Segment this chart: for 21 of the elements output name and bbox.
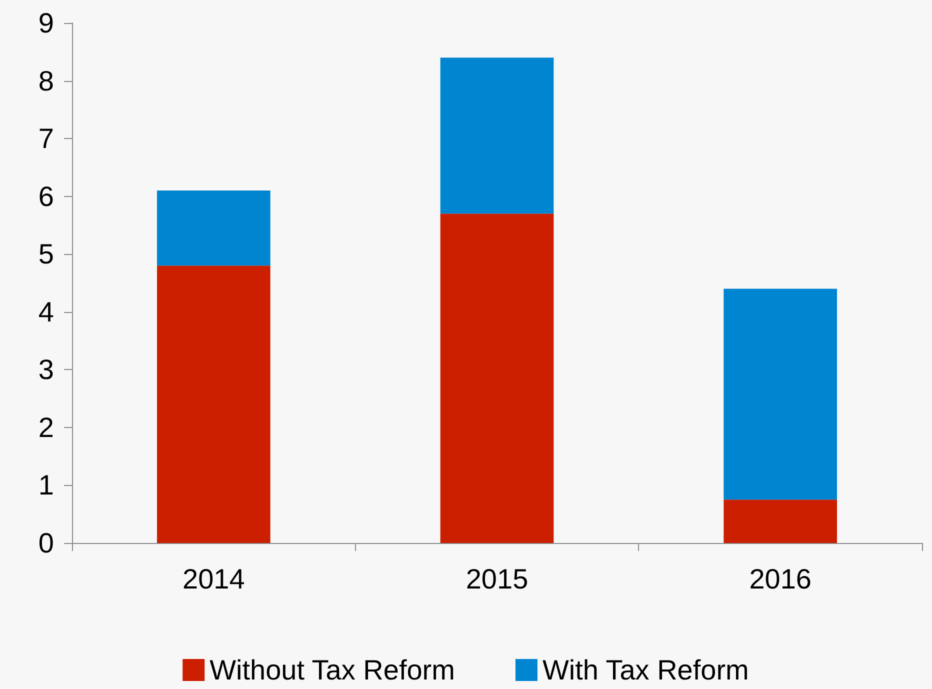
y-tick-label: 2 [38,412,54,443]
y-tick-label: 9 [38,8,54,38]
y-tick-label: 5 [38,238,54,270]
bar [440,214,554,543]
y-tick-label: 4 [38,296,54,328]
legend-label: Without Tax Reform [210,654,455,686]
legend-label: With Tax Reform [542,654,749,686]
y-tick-label: 8 [38,65,54,96]
y-tick-label: 3 [38,354,54,386]
bar [157,190,270,266]
x-tick-label: 2014 [182,564,245,594]
bar [157,266,270,543]
bar [724,288,837,500]
x-tick-label: 2015 [466,564,528,594]
bar [440,58,554,214]
x-tick-label: 2016 [749,564,812,594]
y-tick-label: 6 [38,180,54,212]
y-tick-label: 0 [38,528,54,558]
y-tick-label: 1 [38,470,54,501]
y-tick-label: 7 [38,123,54,154]
bar [724,500,837,543]
